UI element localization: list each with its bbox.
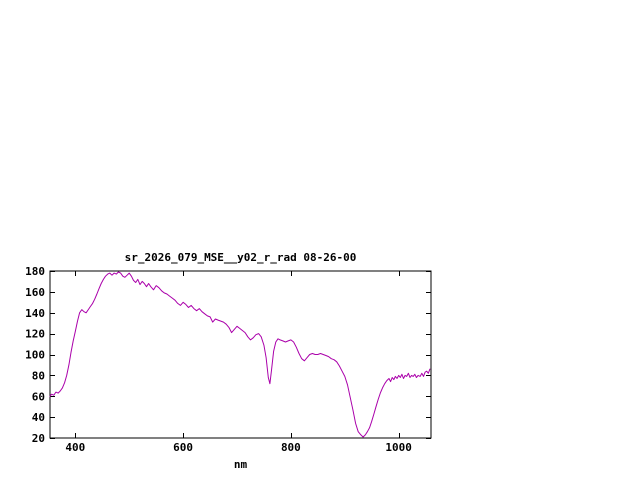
y-tick-label: 20 xyxy=(32,432,45,445)
x-tick-label: 400 xyxy=(65,441,85,454)
y-tick-label: 60 xyxy=(32,390,45,403)
y-tick-label: 180 xyxy=(25,265,45,278)
x-tick-label: 800 xyxy=(281,441,301,454)
x-tick-label: 600 xyxy=(173,441,193,454)
y-tick-label: 100 xyxy=(25,349,45,362)
spectrum-line xyxy=(49,271,431,438)
y-tick-label: 160 xyxy=(25,286,45,299)
x-axis-label: nm xyxy=(233,458,248,471)
y-tick-label: 120 xyxy=(25,328,45,341)
plot-border xyxy=(49,270,432,439)
y-tick-label: 80 xyxy=(32,369,45,382)
chart-title: sr_2026_079_MSE__y02_r_rad 08-26-00 xyxy=(124,251,357,264)
y-tick-label: 140 xyxy=(25,307,45,320)
x-tick-label: 1000 xyxy=(385,441,412,454)
y-tick-label: 40 xyxy=(32,411,45,424)
